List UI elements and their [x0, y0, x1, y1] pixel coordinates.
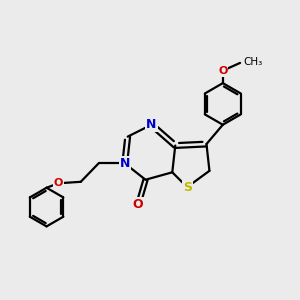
- Text: N: N: [119, 157, 130, 170]
- Text: CH₃: CH₃: [244, 57, 263, 67]
- Text: O: O: [133, 199, 143, 212]
- Text: O: O: [54, 178, 63, 188]
- Text: O: O: [218, 66, 227, 76]
- Text: N: N: [146, 118, 157, 131]
- Text: S: S: [183, 181, 192, 194]
